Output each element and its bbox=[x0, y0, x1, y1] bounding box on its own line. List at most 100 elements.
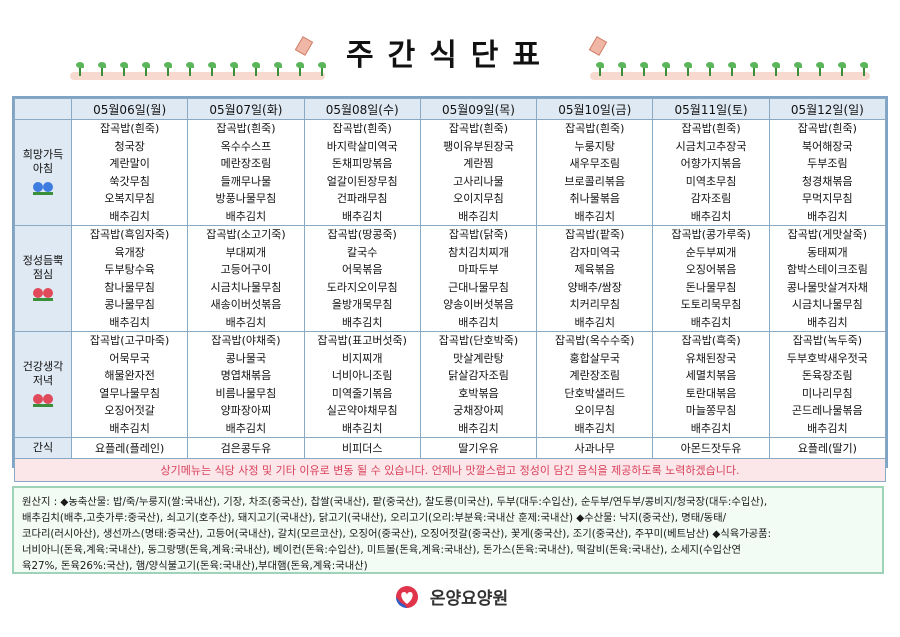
menu-item: 곤드레나물볶음 bbox=[791, 404, 863, 417]
flower-icon bbox=[33, 287, 53, 301]
menu-item: 양배추/쌈장 bbox=[567, 280, 622, 294]
menu-item: 고사리나물 bbox=[453, 174, 504, 188]
day-header: 05월12일(일) bbox=[768, 98, 887, 120]
menu-item: 두부조림 bbox=[807, 157, 848, 170]
menu-item: 배추김치 bbox=[690, 209, 732, 223]
meal-row: 정성듬뿍 점심 잡곡밥(흑임자죽) 육개장 두부탕수육 참나물무침 콩나물무침 배추김치 잡곡밥… bbox=[14, 225, 887, 332]
menu-item: 두부탕수육 bbox=[104, 263, 155, 276]
meal-label-line: 저녁 bbox=[32, 373, 54, 387]
menu-item: 잡곡밥(닭죽) bbox=[448, 228, 509, 241]
sprout-icon bbox=[816, 62, 824, 76]
menu-item: 오징어볶음 bbox=[685, 263, 737, 276]
meal-label: 정성듬뿍 점심 bbox=[14, 225, 72, 332]
menu-item: 새우무조림 bbox=[569, 157, 621, 170]
sprout-icon bbox=[728, 62, 736, 76]
sprout-icon bbox=[208, 62, 216, 76]
menu-item: 잡곡밥(야채죽) bbox=[211, 334, 281, 347]
menu-item: 비지찌개 bbox=[341, 351, 383, 365]
menu-item: 근대나물무침 bbox=[448, 280, 509, 294]
menu-item: 궁채장아찌 bbox=[453, 404, 504, 417]
menu-item: 어묵볶음 bbox=[341, 263, 383, 276]
origin-line: 코다리(러시아산), 생선까스(명태:중국산), 고등어(국내산), 갈치(모르… bbox=[22, 528, 772, 540]
sprout-icon bbox=[860, 62, 868, 76]
menu-item: 새송이버섯볶음 bbox=[210, 298, 282, 311]
meal-cell: 잡곡밥(흰죽) 북어해장국 두부조림 청경채볶음 무먹지무침 배추김치 bbox=[768, 119, 887, 226]
menu-item: 돈나물무침 bbox=[685, 280, 737, 294]
origin-line: 원산지 : ◆농축산물: 밥/죽/누룽지(쌀:국내산), 기장, 차조(중국산)… bbox=[22, 496, 768, 508]
sprouts-decoration-right bbox=[590, 52, 870, 76]
origin-info: 원산지 : ◆농축산물: 밥/죽/누룽지(쌀:국내산), 기장, 차조(중국산)… bbox=[12, 486, 884, 574]
menu-item: 감자조림 bbox=[690, 192, 732, 205]
menu-item: 배추김치 bbox=[225, 421, 267, 435]
day-header: 05월08일(수) bbox=[303, 98, 421, 120]
menu-item: 감자미역국 bbox=[569, 245, 621, 259]
menu-item: 치커리무침 bbox=[569, 298, 621, 311]
menu-item: 잡곡밥(흑죽) bbox=[681, 334, 741, 347]
meal-cell: 잡곡밥(흑임자죽) 육개장 두부탕수육 참나물무침 콩나물무침 배추김치 bbox=[70, 225, 189, 332]
menu-item: 잡곡밥(흰죽) bbox=[565, 122, 625, 135]
sprout-icon bbox=[794, 62, 802, 76]
notice-text: 상기메뉴는 식당 사정 및 기타 이유로 변동 될 수 있습니다. 언제나 맛깔… bbox=[14, 458, 886, 482]
menu-item: 팽이유부된장국 bbox=[443, 139, 514, 153]
menu-item: 잡곡밥(소고기죽) bbox=[206, 228, 286, 241]
origin-line: 배추김치(배추,고춧가루:중국산), 쇠고기(호주산), 돼지고기(국내산), … bbox=[22, 512, 727, 524]
menu-item: 열무나물무침 bbox=[99, 386, 160, 400]
menu-item: 콩나물무침 bbox=[104, 298, 155, 311]
menu-item: 마늘쫑무침 bbox=[685, 404, 737, 417]
menu-item: 건파래무침 bbox=[336, 192, 388, 205]
sprout-icon bbox=[164, 62, 172, 76]
org-logo: 온양요양원 bbox=[0, 584, 900, 609]
menu-item: 쑥갓무침 bbox=[109, 174, 150, 188]
menu-item: 참나물무침 bbox=[104, 280, 155, 294]
menu-item: 잡곡밥(흰죽) bbox=[797, 122, 857, 135]
menu-item: 실곤약야채무침 bbox=[326, 404, 398, 417]
meal-label: 건강생각 저녁 bbox=[14, 331, 72, 438]
menu-item: 북어해장국 bbox=[802, 139, 853, 153]
menu-item: 호박볶음 bbox=[458, 386, 499, 400]
meal-cell: 잡곡밥(콩가루죽) 순두부찌개 오징어볶음 돈나물무침 도토리묵무침 배추김치 bbox=[652, 225, 770, 332]
menu-item: 잡곡밥(단호박죽) bbox=[438, 334, 519, 347]
meal-cell: 잡곡밥(단호박죽) 맛살계란탕 닭살감자조림 호박볶음 궁채장아찌 배추김치 bbox=[419, 331, 538, 438]
meal-label-line: 정성듬뿍 bbox=[22, 253, 64, 267]
snack-row: 간식 요플레(플레인) 검은콩두유 비피더스 딸기우유 사과나무 아몬드잣두유 요플레(딸기) bbox=[14, 437, 887, 459]
sprout-icon bbox=[772, 62, 780, 76]
menu-item: 돈채피망볶음 bbox=[331, 157, 393, 170]
snack-cell: 요플레(플레인) bbox=[70, 437, 189, 459]
menu-item: 배추김치 bbox=[109, 315, 150, 329]
sprout-icon bbox=[662, 62, 670, 76]
menu-item: 순두부찌개 bbox=[685, 245, 737, 259]
meal-cell: 잡곡밥(흰죽) 옥수수스프 메란장조림 들깨무나물 방풍나물무침 배추김치 bbox=[187, 119, 305, 226]
menu-item: 부대찌개 bbox=[225, 245, 267, 259]
menu-item: 어묵무국 bbox=[109, 351, 150, 365]
sprouts-decoration-left bbox=[70, 52, 326, 76]
corner-cell bbox=[14, 98, 72, 120]
menu-item: 미역줄기볶음 bbox=[331, 386, 393, 400]
day-header: 05월11일(토) bbox=[652, 98, 770, 120]
menu-item: 두부호박새우젓국 bbox=[786, 351, 868, 365]
sprout-icon bbox=[98, 62, 106, 76]
menu-item: 시금치나물무침 bbox=[791, 298, 863, 311]
menu-item: 잡곡밥(게맛살죽) bbox=[787, 228, 868, 241]
menu-item: 잡곡밥(팥죽) bbox=[565, 228, 625, 241]
meal-cell: 잡곡밥(흰죽) 팽이유부된장국 계란찜 고사리나물 오이지무침 배추김치 bbox=[419, 119, 538, 226]
menu-item: 육개장 bbox=[114, 245, 145, 259]
page-title: 주간식단표 bbox=[346, 38, 554, 73]
meal-cell: 잡곡밥(흰죽) 누룽지탕 새우무조림 브로콜리볶음 취나물볶음 배추김치 bbox=[536, 119, 654, 226]
menu-item: 명엽채볶음 bbox=[220, 369, 272, 382]
menu-item: 콩나물국 bbox=[225, 351, 267, 365]
meal-cell: 잡곡밥(흰죽) 청국장 계란말이 쑥갓무침 오복지무침 배추김치 bbox=[70, 119, 189, 226]
menu-item: 도토리묵무침 bbox=[680, 298, 742, 311]
meal-cell: 잡곡밥(옥수수죽) 홍합살무국 계란장조림 단호박샐러드 오이무침 배추김치 bbox=[536, 331, 654, 438]
sprout-icon bbox=[274, 62, 282, 76]
menu-item: 청경채볶음 bbox=[802, 174, 853, 188]
menu-item: 제육볶음 bbox=[574, 263, 615, 276]
origin-line: 너비아니(돈육,계육:국내산), 동그랑땡(돈육,계육:국내산), 베이컨(돈육… bbox=[22, 544, 741, 556]
menu-item: 오이무침 bbox=[574, 404, 615, 417]
menu-item: 동태찌개 bbox=[807, 245, 848, 259]
menu-item: 도라지오이무침 bbox=[326, 280, 398, 294]
meal-label-line: 희망가득 bbox=[22, 147, 64, 161]
snack-cell: 요플레(딸기) bbox=[768, 437, 887, 459]
day-header: 05월06일(월) bbox=[70, 98, 189, 120]
menu-item: 오징어젓갈 bbox=[104, 404, 155, 417]
sprout-icon bbox=[684, 62, 692, 76]
